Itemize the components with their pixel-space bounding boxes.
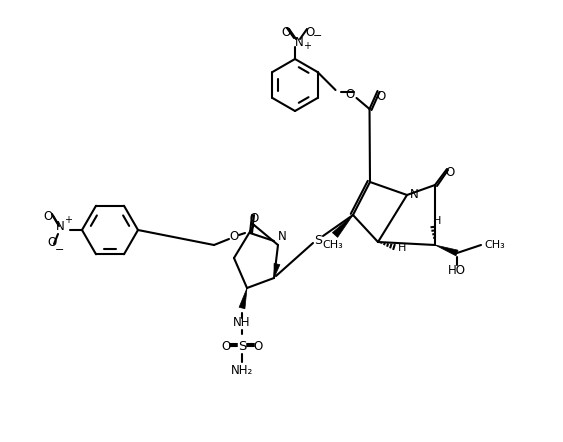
Text: N: N (56, 220, 64, 232)
Text: NH₂: NH₂ (231, 365, 253, 377)
Text: NH: NH (233, 316, 251, 329)
Polygon shape (274, 263, 280, 278)
Polygon shape (332, 215, 353, 237)
Text: O: O (282, 26, 291, 38)
Text: O: O (221, 339, 231, 353)
Text: −: − (55, 245, 65, 255)
Text: O: O (376, 91, 385, 103)
Text: −: − (314, 31, 323, 41)
Text: O: O (305, 26, 315, 38)
Text: CH₃: CH₃ (485, 240, 506, 250)
Text: O: O (229, 230, 239, 244)
Text: S: S (238, 339, 246, 353)
Text: O: O (253, 339, 262, 353)
Text: +: + (303, 41, 311, 51)
Text: H: H (398, 243, 406, 253)
Polygon shape (435, 245, 458, 256)
Text: O: O (47, 236, 57, 248)
Text: +: + (64, 215, 72, 225)
Text: HO: HO (448, 264, 466, 278)
Text: H: H (433, 216, 441, 226)
Text: S: S (314, 233, 322, 247)
Text: N: N (278, 229, 287, 243)
Text: O: O (249, 213, 258, 225)
Text: CH₃: CH₃ (323, 240, 343, 250)
Polygon shape (239, 288, 247, 309)
Text: O: O (43, 210, 52, 222)
Text: N: N (294, 35, 303, 49)
Text: O: O (445, 167, 455, 179)
Text: O: O (345, 88, 354, 102)
Text: N: N (410, 188, 418, 202)
